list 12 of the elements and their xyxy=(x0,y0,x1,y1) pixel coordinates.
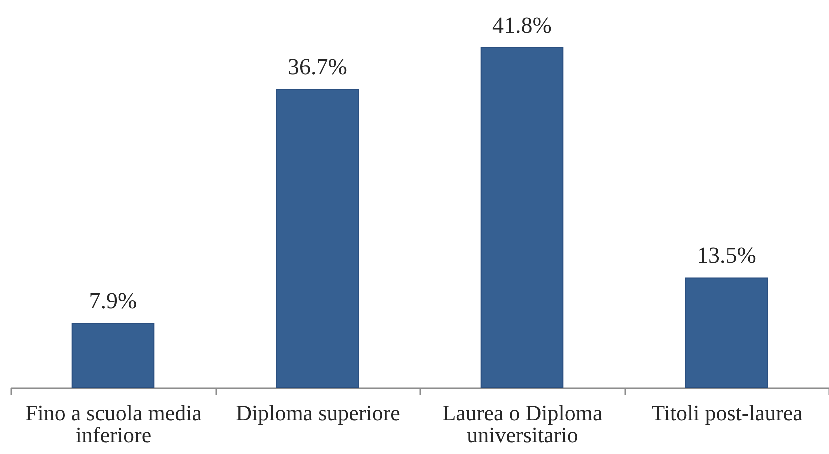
data-label: 41.8% xyxy=(492,13,552,38)
bar xyxy=(72,323,155,388)
bar xyxy=(276,88,360,388)
x-tick-label: Titoli post-laurea xyxy=(652,400,804,426)
bar xyxy=(685,278,768,388)
x-tick-label: Diploma superiore xyxy=(236,400,400,426)
x-tick-label: Fino a scuola media inferiore xyxy=(25,400,202,448)
x-tick-label: Laurea o Diploma universitario xyxy=(442,400,603,448)
bar xyxy=(480,48,564,388)
data-label: 7.9% xyxy=(89,288,138,314)
data-label: 13.5% xyxy=(697,243,756,268)
data-label: 36.7% xyxy=(288,54,348,80)
